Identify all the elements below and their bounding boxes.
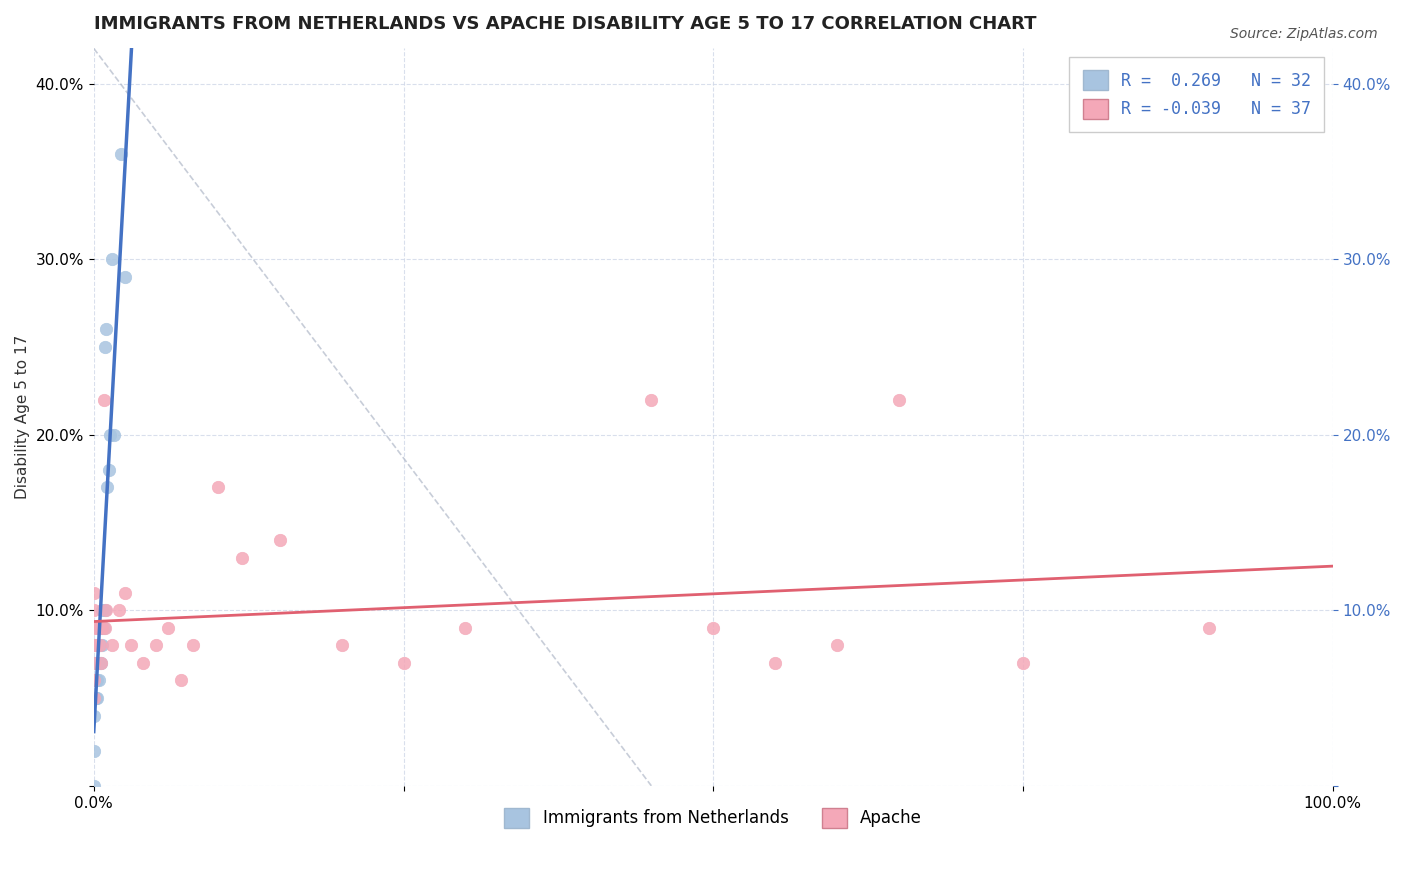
- Point: [94, 340, 117, 354]
- Y-axis label: Disability Age 5 to 17: Disability Age 5 to 17: [15, 335, 30, 500]
- Point: [93, 392, 115, 407]
- Point: [83, 673, 105, 688]
- Point: [181, 638, 204, 652]
- Point: [83, 744, 105, 758]
- Point: [83, 638, 105, 652]
- Point: [90, 656, 112, 670]
- Point: [83, 585, 105, 599]
- Point: [84, 656, 107, 670]
- Point: [87, 656, 110, 670]
- Point: [454, 621, 477, 635]
- Point: [83, 691, 105, 706]
- Point: [83, 621, 105, 635]
- Text: Source: ZipAtlas.com: Source: ZipAtlas.com: [1230, 27, 1378, 41]
- Point: [83, 673, 105, 688]
- Point: [83, 708, 105, 723]
- Point: [120, 638, 142, 652]
- Point: [103, 427, 125, 442]
- Point: [86, 621, 108, 635]
- Point: [89, 656, 111, 670]
- Point: [640, 392, 662, 407]
- Point: [89, 638, 111, 652]
- Point: [702, 621, 724, 635]
- Point: [86, 691, 108, 706]
- Point: [93, 621, 115, 635]
- Point: [763, 656, 786, 670]
- Point: [84, 691, 107, 706]
- Point: [269, 533, 291, 547]
- Point: [84, 673, 107, 688]
- Point: [825, 638, 848, 652]
- Point: [330, 638, 353, 652]
- Point: [207, 480, 229, 494]
- Point: [83, 638, 105, 652]
- Point: [157, 621, 180, 635]
- Legend: Immigrants from Netherlands, Apache: Immigrants from Netherlands, Apache: [496, 799, 931, 837]
- Point: [114, 269, 136, 284]
- Point: [91, 603, 114, 617]
- Point: [89, 621, 111, 635]
- Point: [91, 621, 114, 635]
- Point: [887, 392, 910, 407]
- Point: [83, 603, 105, 617]
- Point: [101, 252, 124, 266]
- Point: [169, 673, 191, 688]
- Text: IMMIGRANTS FROM NETHERLANDS VS APACHE DISABILITY AGE 5 TO 17 CORRELATION CHART: IMMIGRANTS FROM NETHERLANDS VS APACHE DI…: [94, 15, 1036, 33]
- Point: [96, 480, 118, 494]
- Point: [96, 603, 118, 617]
- Point: [84, 638, 107, 652]
- Point: [97, 463, 120, 477]
- Point: [91, 638, 114, 652]
- Point: [114, 585, 136, 599]
- Point: [231, 550, 253, 565]
- Point: [107, 603, 129, 617]
- Point: [1198, 621, 1220, 635]
- Point: [101, 638, 124, 652]
- Point: [94, 603, 117, 617]
- Point: [392, 656, 415, 670]
- Point: [110, 146, 132, 161]
- Point: [132, 656, 155, 670]
- Point: [90, 656, 112, 670]
- Point: [91, 621, 114, 635]
- Point: [87, 673, 110, 688]
- Point: [1012, 656, 1035, 670]
- Point: [96, 322, 118, 336]
- Point: [94, 621, 117, 635]
- Point: [83, 656, 105, 670]
- Point: [86, 673, 108, 688]
- Point: [145, 638, 167, 652]
- Point: [98, 427, 121, 442]
- Point: [83, 779, 105, 793]
- Point: [83, 656, 105, 670]
- Point: [87, 638, 110, 652]
- Point: [89, 638, 111, 652]
